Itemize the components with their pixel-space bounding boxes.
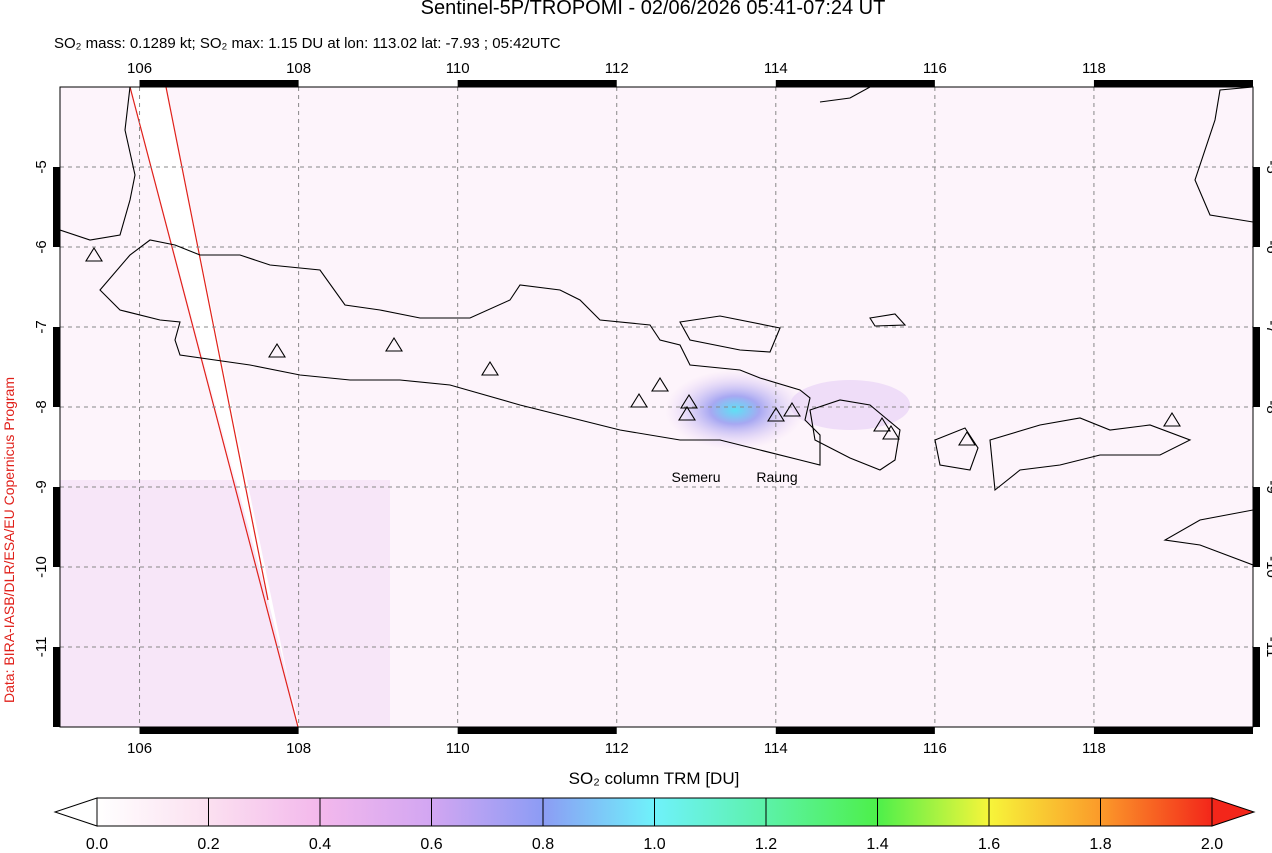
x-tick-label: 116	[923, 60, 947, 77]
volcano	[385, 336, 403, 352]
frame-bar	[53, 167, 60, 247]
coastline-borneo	[819, 87, 871, 103]
y-tick-label: -9	[33, 480, 50, 493]
colorbar-tick-label: 0.0	[86, 836, 108, 853]
colorbar-ticks: 0.0 0.2 0.4 0.6 0.8 1.0 1.2 1.4 1.6 1.8 2.0	[86, 798, 1223, 853]
frame-bar	[1253, 487, 1260, 567]
coastline-kangean	[869, 313, 907, 327]
volcano	[678, 405, 696, 421]
x-tick-label: 114	[764, 740, 788, 757]
frame-bar	[457, 80, 617, 87]
y-tick-label: -9	[1263, 480, 1272, 493]
y-tick-label: -5	[1263, 160, 1272, 173]
colorbar-tick-label: 1.8	[1089, 836, 1111, 853]
coastline-sulawesi	[1194, 87, 1253, 223]
y-tick-label: -11	[1263, 637, 1272, 658]
frame-bar	[53, 647, 60, 727]
coastline-sumba	[1163, 509, 1253, 566]
colorbar-label: SO₂ column TRM [DU]	[569, 769, 740, 788]
volcano	[651, 376, 669, 392]
y-tick-label: -8	[1263, 400, 1272, 413]
x-tick-label: 118	[1082, 60, 1106, 77]
y-tick-label: -8	[33, 400, 50, 413]
volcano	[268, 342, 286, 358]
volcano	[873, 416, 891, 432]
volcano	[481, 360, 499, 376]
colorbar-tick-label: 0.4	[309, 836, 331, 853]
x-tick-label: 114	[764, 60, 788, 77]
colorbar-tick-label: 0.8	[532, 836, 554, 853]
so2-plume	[790, 380, 910, 430]
coastline-java	[99, 239, 821, 466]
x-tick-label: 112	[605, 60, 629, 77]
colorbar-tick-label: 1.4	[866, 836, 888, 853]
grid	[60, 87, 1253, 727]
x-tick-label: 116	[923, 740, 947, 757]
y-tick-label: -6	[33, 240, 50, 253]
y-tick-label: -11	[33, 637, 50, 658]
frame-bar	[775, 727, 935, 734]
subtitle: SO₂ mass: 0.1289 kt; SO₂ max: 1.15 DU at…	[54, 35, 561, 52]
y-tick-label: -5	[33, 160, 50, 173]
colorbar-tick-label: 1.6	[978, 836, 1000, 853]
frame-bar	[775, 80, 935, 87]
frame-bar	[1093, 727, 1253, 734]
volcano	[630, 392, 648, 408]
coastline-bali	[809, 399, 901, 471]
frame-bar	[139, 80, 299, 87]
x-tick-label: 108	[286, 740, 311, 757]
volcano-label: Semeru	[671, 469, 720, 485]
map-area: Semeru Raung	[60, 87, 1253, 727]
colorbar-tick-label: 0.6	[420, 836, 442, 853]
coastline-madura	[679, 315, 781, 353]
title: Sentinel-5P/TROPOMI - 02/06/2026 05:41-0…	[421, 0, 886, 19]
axis-frame: 106 106 108 108 110 110 112 112 114 114 116 116 118 1…	[33, 60, 1272, 757]
frame-bar	[457, 727, 617, 734]
colorbar-over	[1211, 797, 1256, 827]
colorbar-tick-label: 2.0	[1201, 836, 1223, 853]
colorbar-tick-label: 1.2	[755, 836, 777, 853]
y-tick-label: -7	[33, 320, 50, 333]
frame-bar	[1253, 647, 1260, 727]
coastline-lombok	[934, 427, 979, 471]
x-tick-label: 108	[286, 60, 311, 77]
x-tick-label: 110	[446, 740, 470, 757]
volcano	[1163, 411, 1181, 427]
coastline-sumatra	[60, 87, 136, 241]
volcano	[767, 406, 785, 422]
data-credit: Data: BIRA-IASB/DLR/ESA/EU Copernicus Pr…	[1, 377, 17, 703]
frame-bar	[1253, 327, 1260, 407]
colorbar-tick-label: 1.0	[643, 836, 665, 853]
volcano-label: Raung	[756, 469, 797, 485]
so2-plume	[665, 370, 805, 450]
y-tick-label: -10	[33, 556, 50, 578]
volcano	[783, 401, 801, 417]
x-tick-label: 112	[605, 740, 629, 757]
x-tick-label: 106	[127, 60, 152, 77]
frame-bar	[53, 327, 60, 407]
frame-bar	[53, 487, 60, 567]
noise-area	[60, 480, 390, 727]
volcanoes	[85, 246, 1181, 446]
x-tick-label: 110	[446, 60, 470, 77]
frame-bar	[1253, 167, 1260, 247]
volcano	[85, 246, 103, 262]
x-tick-label: 118	[1082, 740, 1106, 757]
volcano	[882, 424, 900, 440]
y-tick-label: -10	[1263, 556, 1272, 578]
y-tick-label: -7	[1263, 320, 1272, 333]
orbit-edge	[165, 87, 269, 601]
y-tick-label: -6	[1263, 240, 1272, 253]
volcano	[680, 393, 698, 409]
frame-bar	[139, 727, 299, 734]
colorbar-tick-label: 0.2	[197, 836, 219, 853]
volcano	[958, 430, 976, 446]
frame-bar	[1093, 80, 1253, 87]
x-tick-label: 106	[127, 740, 152, 757]
colorbar-under	[53, 797, 98, 827]
coastline-sumbawa	[989, 417, 1192, 492]
